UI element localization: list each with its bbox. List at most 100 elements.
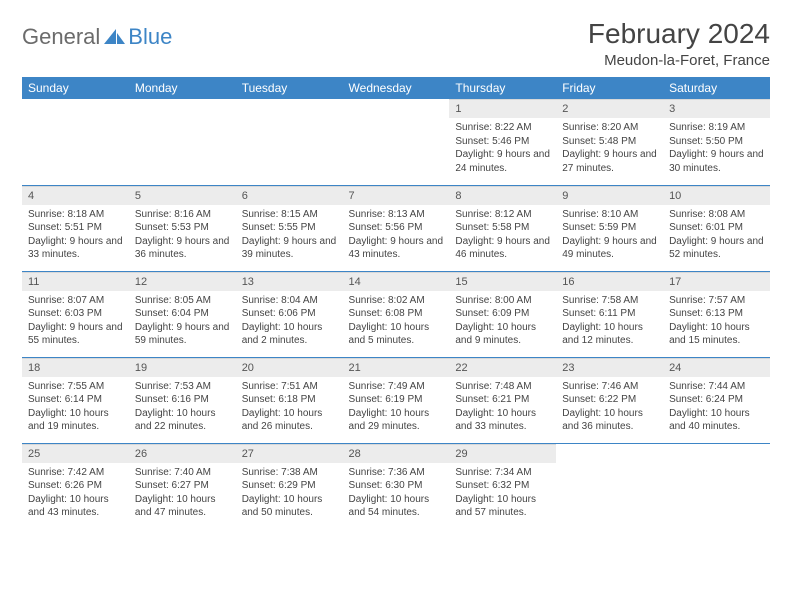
day-number: 4 [22,186,129,205]
day-number: 17 [663,272,770,291]
day-info: Sunrise: 8:12 AMSunset: 5:58 PMDaylight:… [449,205,556,268]
header: General Blue February 2024 Meudon-la-For… [22,18,770,69]
calendar-cell: 10Sunrise: 8:08 AMSunset: 6:01 PMDayligh… [663,185,770,271]
calendar-cell [22,99,129,185]
sunset-line: Sunset: 6:27 PM [135,479,230,493]
calendar-cell: 25Sunrise: 7:42 AMSunset: 6:26 PMDayligh… [22,443,129,529]
sunset-line: Sunset: 6:01 PM [669,221,764,235]
calendar-week-row: 4Sunrise: 8:18 AMSunset: 5:51 PMDaylight… [22,185,770,271]
day-info: Sunrise: 7:34 AMSunset: 6:32 PMDaylight:… [449,463,556,526]
day-info: Sunrise: 8:10 AMSunset: 5:59 PMDaylight:… [556,205,663,268]
month-title: February 2024 [588,18,770,50]
sunset-line: Sunset: 6:18 PM [242,393,337,407]
calendar-cell: 21Sunrise: 7:49 AMSunset: 6:19 PMDayligh… [343,357,450,443]
sunrise-line: Sunrise: 8:12 AM [455,208,550,222]
calendar-cell: 17Sunrise: 7:57 AMSunset: 6:13 PMDayligh… [663,271,770,357]
sunrise-line: Sunrise: 7:34 AM [455,466,550,480]
sunset-line: Sunset: 5:51 PM [28,221,123,235]
sunrise-line: Sunrise: 8:20 AM [562,121,657,135]
day-number: 7 [343,186,450,205]
day-number: 29 [449,444,556,463]
sunset-line: Sunset: 6:19 PM [349,393,444,407]
weekday-header: Monday [129,77,236,99]
daylight-line: Daylight: 10 hours and 29 minutes. [349,407,444,434]
sunrise-line: Sunrise: 7:44 AM [669,380,764,394]
day-info: Sunrise: 8:05 AMSunset: 6:04 PMDaylight:… [129,291,236,354]
daylight-line: Daylight: 9 hours and 36 minutes. [135,235,230,262]
calendar-cell: 24Sunrise: 7:44 AMSunset: 6:24 PMDayligh… [663,357,770,443]
sunset-line: Sunset: 6:16 PM [135,393,230,407]
daylight-line: Daylight: 9 hours and 46 minutes. [455,235,550,262]
sunrise-line: Sunrise: 8:04 AM [242,294,337,308]
calendar-cell [556,443,663,529]
sunrise-line: Sunrise: 8:10 AM [562,208,657,222]
daylight-line: Daylight: 9 hours and 33 minutes. [28,235,123,262]
sunrise-line: Sunrise: 7:51 AM [242,380,337,394]
day-info: Sunrise: 8:22 AMSunset: 5:46 PMDaylight:… [449,118,556,181]
sunrise-line: Sunrise: 8:22 AM [455,121,550,135]
calendar-cell: 18Sunrise: 7:55 AMSunset: 6:14 PMDayligh… [22,357,129,443]
sunrise-line: Sunrise: 7:55 AM [28,380,123,394]
sunset-line: Sunset: 5:53 PM [135,221,230,235]
day-number: 14 [343,272,450,291]
calendar-table: Sunday Monday Tuesday Wednesday Thursday… [22,77,770,529]
day-number: 16 [556,272,663,291]
calendar-cell: 28Sunrise: 7:36 AMSunset: 6:30 PMDayligh… [343,443,450,529]
sunset-line: Sunset: 5:58 PM [455,221,550,235]
sunset-line: Sunset: 6:26 PM [28,479,123,493]
day-info: Sunrise: 8:07 AMSunset: 6:03 PMDaylight:… [22,291,129,354]
day-number: 11 [22,272,129,291]
sunrise-line: Sunrise: 7:49 AM [349,380,444,394]
sunrise-line: Sunrise: 8:13 AM [349,208,444,222]
calendar-cell [343,99,450,185]
sunset-line: Sunset: 6:22 PM [562,393,657,407]
daylight-line: Daylight: 10 hours and 2 minutes. [242,321,337,348]
daylight-line: Daylight: 9 hours and 24 minutes. [455,148,550,175]
daylight-line: Daylight: 10 hours and 40 minutes. [669,407,764,434]
sunrise-line: Sunrise: 7:36 AM [349,466,444,480]
daylight-line: Daylight: 9 hours and 55 minutes. [28,321,123,348]
day-number: 22 [449,358,556,377]
day-info: Sunrise: 7:46 AMSunset: 6:22 PMDaylight:… [556,377,663,440]
calendar-cell [663,443,770,529]
day-info: Sunrise: 8:13 AMSunset: 5:56 PMDaylight:… [343,205,450,268]
sunset-line: Sunset: 6:13 PM [669,307,764,321]
calendar-cell: 2Sunrise: 8:20 AMSunset: 5:48 PMDaylight… [556,99,663,185]
calendar-cell [236,99,343,185]
weekday-header: Saturday [663,77,770,99]
calendar-cell: 4Sunrise: 8:18 AMSunset: 5:51 PMDaylight… [22,185,129,271]
calendar-cell: 20Sunrise: 7:51 AMSunset: 6:18 PMDayligh… [236,357,343,443]
location: Meudon-la-Foret, France [588,52,770,69]
sunrise-line: Sunrise: 8:02 AM [349,294,444,308]
day-info: Sunrise: 7:57 AMSunset: 6:13 PMDaylight:… [663,291,770,354]
day-number: 27 [236,444,343,463]
day-number: 1 [449,99,556,118]
day-info: Sunrise: 7:55 AMSunset: 6:14 PMDaylight:… [22,377,129,440]
daylight-line: Daylight: 9 hours and 43 minutes. [349,235,444,262]
day-info: Sunrise: 8:00 AMSunset: 6:09 PMDaylight:… [449,291,556,354]
logo-sail-icon [104,27,126,50]
calendar-cell: 9Sunrise: 8:10 AMSunset: 5:59 PMDaylight… [556,185,663,271]
sunrise-line: Sunrise: 7:42 AM [28,466,123,480]
calendar-cell: 11Sunrise: 8:07 AMSunset: 6:03 PMDayligh… [22,271,129,357]
calendar-cell: 6Sunrise: 8:15 AMSunset: 5:55 PMDaylight… [236,185,343,271]
daylight-line: Daylight: 9 hours and 27 minutes. [562,148,657,175]
daylight-line: Daylight: 10 hours and 43 minutes. [28,493,123,520]
sunset-line: Sunset: 6:29 PM [242,479,337,493]
day-number: 3 [663,99,770,118]
day-info: Sunrise: 7:58 AMSunset: 6:11 PMDaylight:… [556,291,663,354]
day-info: Sunrise: 8:08 AMSunset: 6:01 PMDaylight:… [663,205,770,268]
calendar-week-row: 18Sunrise: 7:55 AMSunset: 6:14 PMDayligh… [22,357,770,443]
sunrise-line: Sunrise: 7:48 AM [455,380,550,394]
sunrise-line: Sunrise: 7:40 AM [135,466,230,480]
sunset-line: Sunset: 6:04 PM [135,307,230,321]
sunrise-line: Sunrise: 7:38 AM [242,466,337,480]
daylight-line: Daylight: 10 hours and 50 minutes. [242,493,337,520]
calendar-cell: 3Sunrise: 8:19 AMSunset: 5:50 PMDaylight… [663,99,770,185]
day-number: 12 [129,272,236,291]
sunset-line: Sunset: 6:30 PM [349,479,444,493]
sunset-line: Sunset: 5:46 PM [455,135,550,149]
day-number: 13 [236,272,343,291]
daylight-line: Daylight: 10 hours and 19 minutes. [28,407,123,434]
calendar-cell: 15Sunrise: 8:00 AMSunset: 6:09 PMDayligh… [449,271,556,357]
